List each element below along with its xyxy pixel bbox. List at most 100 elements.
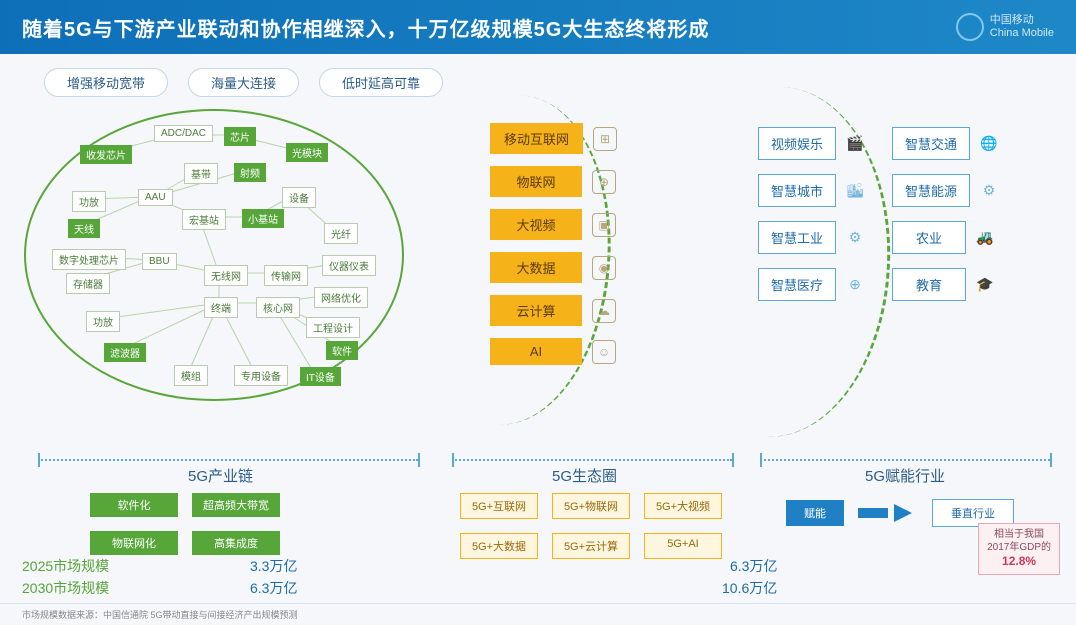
ecosystem-item-4: 云计算☁ xyxy=(490,295,617,326)
industry-label: 智慧医疗 xyxy=(758,268,836,301)
node-n12: 小基站 xyxy=(242,209,284,228)
section-label: 5G赋能行业 xyxy=(865,465,945,486)
market-label: 2025市场规模 xyxy=(22,556,222,576)
industry-icon: 🏙 xyxy=(842,178,868,204)
ecosystem-label: 大数据 xyxy=(490,252,582,283)
industry-icon: ⚙ xyxy=(842,225,868,251)
orange-tag: 5G+AI xyxy=(644,533,722,559)
green-tag: 物联网化 xyxy=(90,531,178,555)
industry-label: 智慧工业 xyxy=(758,221,836,254)
ecosystem-item-1: 物联网 ⊕ xyxy=(490,166,617,197)
header-bar: 随着5G与下游产业联动和协作相继深入，十万亿级规模5G大生态终将形成 中国移动 … xyxy=(0,0,1076,54)
market-label: 2030市场规模 xyxy=(22,578,222,598)
pill-1: 增强移动宽带 xyxy=(44,68,168,97)
industry-grid: 视频娱乐🎬智慧交通🌐智慧城市🏙智慧能源⚙智慧工业⚙农业🚜智慧医疗⊕教育🎓 xyxy=(758,127,1002,301)
orange-tag: 5G+大视频 xyxy=(644,493,722,519)
node-n14: 数字处理芯片 xyxy=(52,249,126,270)
industry-label: 智慧能源 xyxy=(892,174,970,207)
orange-tag: 5G+互联网 xyxy=(460,493,538,519)
node-n2: 芯片 xyxy=(224,127,256,146)
node-n13: 光纤 xyxy=(324,223,358,244)
green-group: 软件化超高频大带宽物联网化高集成度 xyxy=(90,493,330,555)
industry-icon: 🎬 xyxy=(842,131,868,157)
ecosystem-icon: ☺ xyxy=(592,340,616,364)
industry-label: 教育 xyxy=(892,268,966,301)
node-n18: 仪器仪表 xyxy=(322,255,376,276)
industry-item-3: 智慧能源⚙ xyxy=(892,174,1002,207)
brace-line xyxy=(760,459,1050,461)
ecosystem-item-2: 大视频▣ xyxy=(490,209,617,240)
orange-tag: 5G+大数据 xyxy=(460,533,538,559)
industry-label: 智慧交通 xyxy=(892,127,970,160)
orange-group: 5G+互联网5G+物联网5G+大视频5G+大数据5G+云计算5G+AI xyxy=(460,493,740,559)
industry-item-0: 视频娱乐🎬 xyxy=(758,127,868,160)
ecosystem-icon: ◉ xyxy=(592,256,616,280)
node-n25: 滤波器 xyxy=(104,343,146,362)
node-n20: 终端 xyxy=(204,297,238,318)
industry-item-1: 智慧交通🌐 xyxy=(892,127,1002,160)
node-n28: 专用设备 xyxy=(234,365,288,386)
node-n15: BBU xyxy=(142,253,177,270)
gdp-callout: 相当于我国 2017年GDP的 12.8% xyxy=(978,523,1060,575)
green-tag: 高集成度 xyxy=(192,531,280,555)
node-n8: AAU xyxy=(138,189,173,206)
arrow-icon xyxy=(858,504,918,522)
industry-icon: ⊕ xyxy=(842,272,868,298)
industry-item-6: 智慧医疗⊕ xyxy=(758,268,868,301)
industry-label: 智慧城市 xyxy=(758,174,836,207)
industry-icon: 🌐 xyxy=(976,131,1002,157)
node-n24: 工程设计 xyxy=(306,317,360,338)
industry-icon: ⚙ xyxy=(976,178,1002,204)
industry-item-4: 智慧工业⚙ xyxy=(758,221,868,254)
pill-3: 低时延高可靠 xyxy=(319,68,443,97)
green-tag: 超高频大带宽 xyxy=(192,493,280,517)
page-title: 随着5G与下游产业联动和协作相继深入，十万亿级规模5G大生态终将形成 xyxy=(22,13,709,42)
market-row: 2030市场规模 6.3万亿 10.6万亿 xyxy=(22,577,1054,599)
node-n21: 核心网 xyxy=(256,297,300,318)
market-table: 2025市场规模3.3万亿6.3万亿2030市场规模6.3万亿10.6万亿 xyxy=(0,553,1076,601)
bottom-row: 软件化超高频大带宽物联网化高集成度 5G+互联网5G+物联网5G+大视频5G+大… xyxy=(0,493,1076,553)
market-value-2: 6.3万亿 xyxy=(730,556,777,576)
market-value-1: 6.3万亿 xyxy=(250,578,297,598)
ecosystem-label: 移动互联网 xyxy=(490,123,583,154)
node-n5: 基带 xyxy=(184,163,218,184)
node-n16: 无线网 xyxy=(204,265,248,286)
ecosystem-column: 移动互联网 ⊞ 物联网 ⊕ 大视频▣ 大数据 ◉ 云计算☁ AI☺ xyxy=(490,123,617,365)
industry-item-2: 智慧城市🏙 xyxy=(758,174,868,207)
ecosystem-label: 物联网 xyxy=(490,166,582,197)
logo: 中国移动 China Mobile xyxy=(956,13,1054,41)
section-label: 5G产业链 xyxy=(188,465,253,486)
node-n29: IT设备 xyxy=(300,367,341,386)
section-braces: 5G产业链 5G生态圈 5G赋能行业 xyxy=(0,459,1076,493)
node-n17: 传输网 xyxy=(264,265,308,286)
orange-tag: 5G+云计算 xyxy=(552,533,630,559)
ecosystem-icon: ▣ xyxy=(592,213,616,237)
pill-row: 增强移动宽带 海量大连接 低时延高可靠 xyxy=(0,54,1076,105)
industry-item-7: 教育🎓 xyxy=(892,268,1002,301)
green-tag: 软件化 xyxy=(90,493,178,517)
ecosystem-label: 云计算 xyxy=(490,295,582,326)
industry-label: 视频娱乐 xyxy=(758,127,836,160)
market-value-2: 10.6万亿 xyxy=(722,578,777,598)
node-n6: 射频 xyxy=(234,163,266,182)
node-n23: 功放 xyxy=(86,311,120,332)
ecosystem-icon: ⊞ xyxy=(593,127,617,151)
node-n11: 宏基站 xyxy=(182,209,226,230)
industry-label: 农业 xyxy=(892,221,966,254)
industry-icon: 🚜 xyxy=(972,225,998,251)
node-n7: 功放 xyxy=(72,191,106,212)
brace-line xyxy=(38,459,418,461)
ecosystem-item-5: AI☺ xyxy=(490,338,617,365)
main-diagram: ADC/DAC芯片光模块收发芯片基带射频功放AAU设备天线宏基站小基站光纤数字处… xyxy=(0,105,1076,455)
pill-2: 海量大连接 xyxy=(188,68,299,97)
node-n22: 网络优化 xyxy=(314,287,368,308)
footnote: 市场规模数据来源：中国信通院 5G带动直接与间接经济产出规模预测 xyxy=(0,603,1076,625)
market-value-1: 3.3万亿 xyxy=(250,556,297,576)
node-n19: 存储器 xyxy=(66,273,110,294)
node-n27: 模组 xyxy=(174,365,208,386)
section-label: 5G生态圈 xyxy=(552,465,617,486)
node-n26: 软件 xyxy=(326,341,358,360)
node-n1: ADC/DAC xyxy=(154,125,213,142)
logo-icon xyxy=(956,13,984,41)
ecosystem-icon: ⊕ xyxy=(592,170,616,194)
